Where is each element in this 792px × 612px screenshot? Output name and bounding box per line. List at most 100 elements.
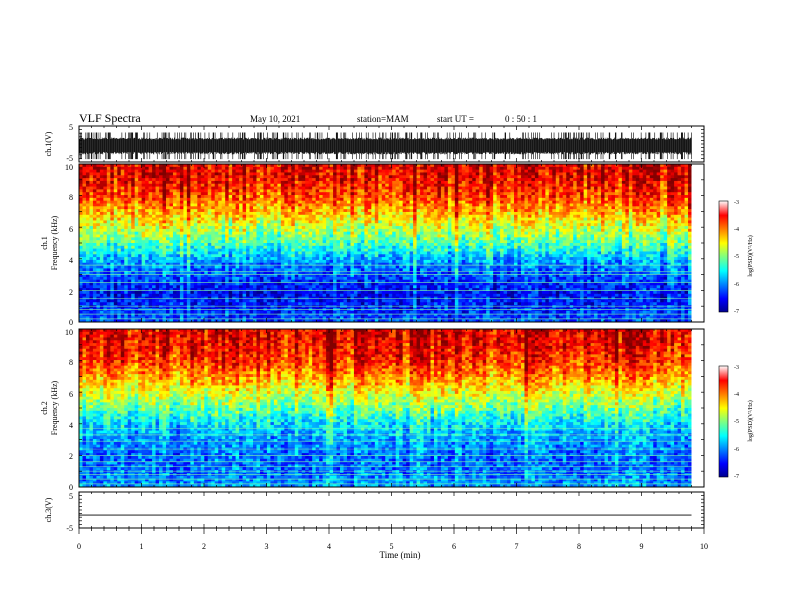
spectrogram-cell — [79, 218, 83, 221]
ch1-ytick-bottom: -5 — [66, 154, 73, 163]
spectrogram-cell — [274, 229, 278, 232]
spectrogram-cell — [570, 235, 574, 238]
spectrogram-cell — [455, 172, 459, 175]
spectrogram-cell — [524, 220, 528, 223]
spectrogram-cell — [114, 240, 118, 243]
spectrogram-cell — [444, 226, 448, 229]
spectrogram-cell — [361, 232, 365, 235]
spectrogram-cell — [343, 184, 347, 187]
spectrogram-cell — [107, 187, 111, 190]
spectrogram-cell — [256, 201, 260, 204]
spectrogram-cell — [215, 229, 219, 232]
spectrogram-cell — [138, 192, 142, 195]
spectrogram-cell — [330, 209, 334, 212]
spectrogram-cell — [392, 232, 396, 235]
spectrogram-cell — [531, 237, 535, 240]
spectrogram-cell — [479, 195, 483, 198]
spectrogram-cell — [364, 167, 368, 170]
spectrogram-cell — [573, 198, 577, 201]
spectrogram-cell — [121, 240, 125, 243]
spectrogram-cell — [424, 223, 428, 226]
spectrogram-cell — [535, 178, 539, 181]
spectrogram-cell — [298, 209, 302, 212]
spectrogram-cell — [653, 209, 657, 212]
spectrogram-cell — [573, 232, 577, 235]
spectrogram-cell — [288, 229, 292, 232]
spectrogram-cell — [159, 215, 163, 218]
spectrogram-cell — [605, 198, 609, 201]
spectrogram-cell — [406, 178, 410, 181]
spectrogram-cell — [350, 220, 354, 223]
spectrogram-cell — [239, 201, 243, 204]
spectrogram-cell — [490, 226, 494, 229]
spectrogram-cell — [538, 178, 542, 181]
spectrogram-cell — [145, 187, 149, 190]
spectrogram-cell — [323, 175, 327, 178]
spectrogram-cell — [420, 181, 424, 184]
spectrogram-cell — [82, 229, 86, 232]
spectrogram-cell — [455, 204, 459, 207]
spectrogram-cell — [538, 229, 542, 232]
spectrogram-cell — [131, 243, 135, 246]
spectrogram-cell — [274, 215, 278, 218]
spectrogram-cell — [204, 220, 208, 223]
spectrogram-cell — [218, 178, 222, 181]
spectrogram-cell — [524, 206, 528, 209]
spectrogram-cell — [646, 237, 650, 240]
spectrogram-cell — [392, 237, 396, 240]
spectrogram-cell — [587, 237, 591, 240]
spectrogram-cell — [260, 206, 264, 209]
spectrogram-cell — [149, 184, 153, 187]
spectrogram-cell — [169, 189, 173, 192]
spectrogram-cell — [243, 167, 247, 170]
spectrogram-cell — [417, 201, 421, 204]
spectrogram-cell — [337, 192, 341, 195]
spectrogram-cell — [253, 187, 257, 190]
spectrogram-cell — [103, 212, 107, 215]
spectrogram-cell — [570, 187, 574, 190]
spectrogram-cell — [451, 170, 455, 173]
spectrogram-cell — [483, 229, 487, 232]
spectrogram-cell — [685, 226, 689, 229]
spectrogram-cell — [671, 206, 675, 209]
spectrogram-cell — [559, 229, 563, 232]
spectrogram-cell — [277, 201, 281, 204]
spectrogram-cell — [406, 167, 410, 170]
spectrogram-cell — [100, 175, 104, 178]
spectrogram-cell — [678, 195, 682, 198]
spectrogram-cell — [643, 223, 647, 226]
spectrogram-cell — [208, 212, 212, 215]
spectrogram-cell — [667, 201, 671, 204]
spectrogram-cell — [277, 240, 281, 243]
spectrogram-cell — [225, 192, 229, 195]
spectrogram-cell — [350, 206, 354, 209]
spectrogram-cell — [650, 178, 654, 181]
spectrogram-cell — [142, 187, 146, 190]
spectrogram-cell — [225, 195, 229, 198]
spectrogram-cell — [215, 204, 219, 207]
spectrogram-cell — [197, 212, 201, 215]
spectrogram-cell — [295, 240, 299, 243]
spectrogram-cell — [577, 181, 581, 184]
spectrogram-cell — [632, 167, 636, 170]
spectrogram-cell — [465, 240, 469, 243]
spectrogram-cell — [566, 170, 570, 173]
spectrogram-cell — [211, 240, 215, 243]
spectrogram-cell — [190, 212, 194, 215]
spectrogram-cell — [566, 218, 570, 221]
spectrogram-cell — [678, 184, 682, 187]
spectrogram-cell — [110, 204, 114, 207]
spectrogram-cell — [587, 195, 591, 198]
spectrogram-cell — [281, 223, 285, 226]
spectrogram-cell — [664, 220, 668, 223]
spectrogram-cell — [556, 201, 560, 204]
spectrogram-cell — [93, 170, 97, 173]
spectrogram-cell — [225, 184, 229, 187]
spectrogram-cell — [239, 175, 243, 178]
spectrogram-cell — [183, 212, 187, 215]
spectrogram-cell — [678, 229, 682, 232]
spectrogram-cell — [107, 189, 111, 192]
spectrogram-cell — [580, 187, 584, 190]
spectrogram-cell — [208, 201, 212, 204]
spectrogram-cell — [563, 209, 567, 212]
